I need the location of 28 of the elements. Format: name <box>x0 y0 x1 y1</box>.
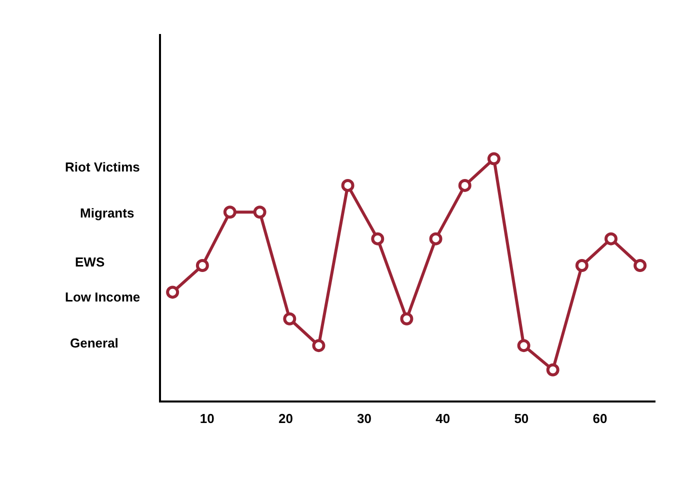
point <box>575 259 588 272</box>
point <box>429 232 442 246</box>
x-tick-label: 40 <box>436 410 450 426</box>
x-tick-label: 30 <box>357 410 372 426</box>
point <box>253 206 266 219</box>
text: EWS <box>75 254 105 270</box>
text: Riot Victims <box>65 160 140 175</box>
point <box>517 339 530 352</box>
point <box>604 232 618 246</box>
text: Migrants <box>80 206 134 221</box>
point <box>546 363 560 376</box>
point <box>634 259 647 272</box>
x-tick-label: 20 <box>278 410 293 426</box>
point <box>312 339 326 352</box>
point <box>341 178 354 192</box>
point <box>196 259 209 272</box>
x-tick-label: 50 <box>514 410 529 426</box>
point <box>371 232 384 246</box>
text: Low Income <box>65 290 140 305</box>
point <box>166 286 180 299</box>
point <box>283 312 296 326</box>
point <box>223 206 236 219</box>
text: General <box>70 336 118 351</box>
x-tick-label: 60 <box>592 410 608 426</box>
point <box>458 178 472 192</box>
point <box>487 152 500 166</box>
x-tick-label: 10 <box>200 410 214 426</box>
point <box>400 312 414 326</box>
